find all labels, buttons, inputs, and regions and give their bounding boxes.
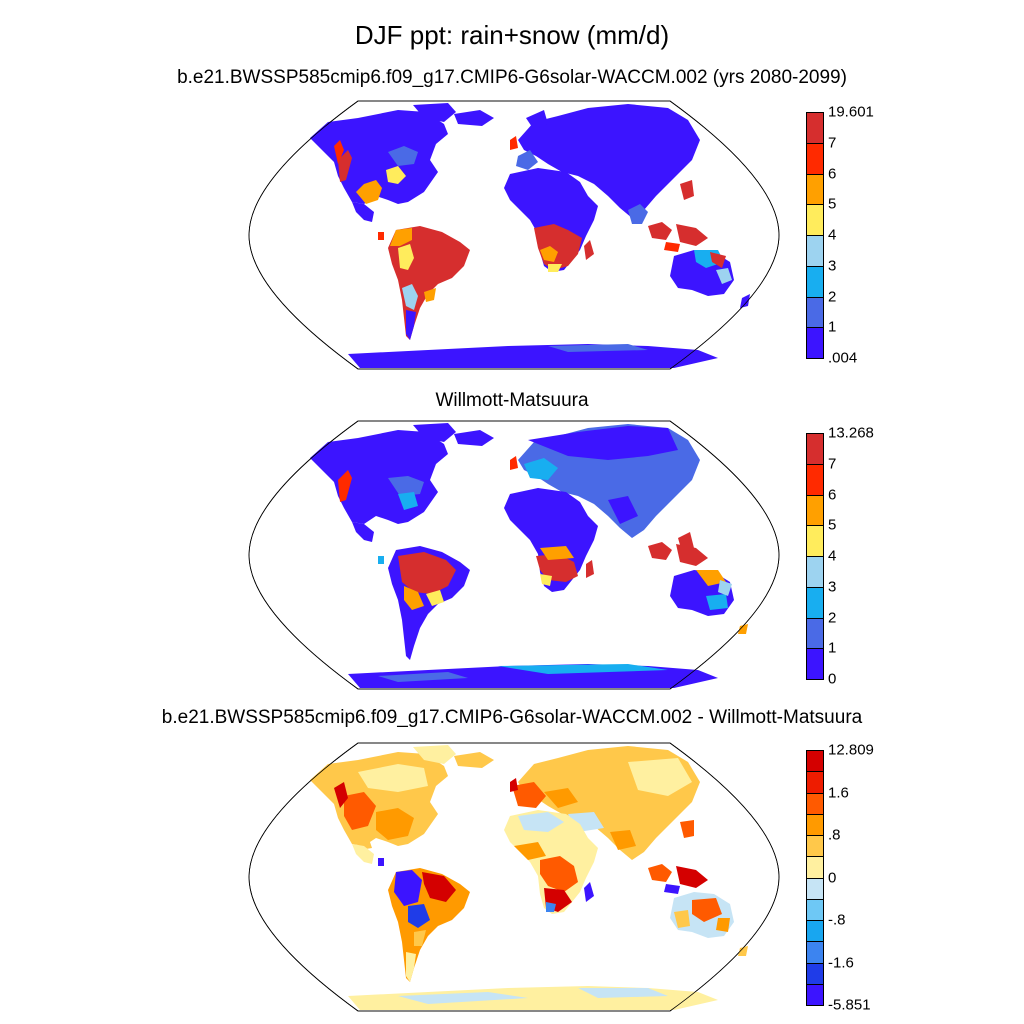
colorbar-swatch bbox=[806, 771, 824, 794]
colorbar-label: 1 bbox=[828, 318, 837, 336]
colorbar-label: 13.268 bbox=[828, 424, 874, 442]
colorbar-swatch bbox=[806, 648, 824, 680]
colorbar-swatch bbox=[806, 142, 824, 175]
land-maritime-asia-australia bbox=[648, 222, 750, 308]
colorbar-swatch bbox=[806, 877, 824, 900]
colorbar-label: -1.6 bbox=[828, 954, 854, 971]
colorbar-label: 1.6 bbox=[828, 784, 849, 801]
colorbar-swatch bbox=[806, 920, 824, 943]
colorbar-label: 19.601 bbox=[828, 103, 874, 121]
panel-1-subtitle: b.e21.BWSSP585cmip6.f09_g17.CMIP6-G6sola… bbox=[177, 67, 847, 88]
colorbar-swatch bbox=[806, 856, 824, 879]
land-africa bbox=[504, 810, 598, 914]
colorbar-swatch bbox=[806, 296, 824, 329]
panel-1-map bbox=[248, 100, 780, 370]
panel-2-subtitle: Willmott-Matsuura bbox=[435, 390, 589, 411]
land-maritime-asia-australia bbox=[648, 864, 748, 956]
land-antarctica bbox=[348, 664, 718, 688]
colorbar-swatch bbox=[806, 898, 824, 921]
colorbar-swatch bbox=[806, 962, 824, 985]
colorbar-label: 3 bbox=[828, 578, 837, 596]
colorbar-label: 5 bbox=[828, 516, 837, 534]
colorbar-swatch bbox=[806, 617, 824, 650]
colorbar-label: 6 bbox=[828, 165, 837, 182]
colorbar-label: 5 bbox=[828, 195, 837, 213]
land-south-america bbox=[388, 226, 470, 340]
colorbar-label: 7 bbox=[828, 134, 837, 152]
colorbar-label: .004 bbox=[828, 349, 858, 367]
land-antarctica bbox=[348, 986, 718, 1010]
colorbar-swatch bbox=[806, 433, 824, 465]
colorbar-swatch bbox=[806, 235, 824, 267]
land-south-america bbox=[388, 868, 470, 982]
colorbar-swatch bbox=[806, 941, 824, 964]
colorbar-swatch bbox=[806, 463, 824, 496]
panel-3-colorbar: 12.809 1.6 .8 0 -.8 -1.6 -5.851 bbox=[806, 743, 874, 1013]
figure-title: DJF ppt: rain+snow (mm/d) bbox=[354, 20, 670, 50]
land-north-america bbox=[310, 423, 494, 564]
colorbar-label: 6 bbox=[828, 486, 837, 503]
land-europe-asia bbox=[510, 746, 700, 860]
colorbar-label: 4 bbox=[828, 226, 837, 244]
land-europe-asia bbox=[510, 104, 700, 224]
land-africa bbox=[504, 488, 598, 592]
colorbar-swatch bbox=[806, 750, 824, 773]
colorbar-swatch bbox=[806, 792, 824, 815]
land-north-america bbox=[310, 745, 494, 866]
panel-3-subtitle: b.e21.BWSSP585cmip6.f09_g17.CMIP6-G6sola… bbox=[161, 707, 863, 728]
colorbar-label: 2 bbox=[828, 288, 837, 305]
colorbar-swatch bbox=[806, 586, 824, 619]
colorbar-swatch bbox=[806, 204, 824, 236]
colorbar-swatch bbox=[806, 983, 824, 1006]
colorbar-label: -5.851 bbox=[828, 996, 871, 1014]
land-north-america bbox=[310, 103, 494, 240]
colorbar-swatch bbox=[806, 494, 824, 527]
colorbar-label: 2 bbox=[828, 609, 837, 626]
colorbar-swatch bbox=[806, 525, 824, 557]
colorbar-swatch bbox=[806, 556, 824, 588]
colorbar-swatch bbox=[806, 327, 824, 359]
colorbar-label: -.8 bbox=[828, 911, 846, 929]
panel-2-colorbar: 13.268 7 6 5 4 3 2 1 0 bbox=[806, 426, 874, 687]
colorbar-label: 12.809 bbox=[828, 741, 874, 759]
land-antarctica bbox=[348, 344, 718, 368]
colorbar-swatch bbox=[806, 835, 824, 858]
panel-3-map bbox=[248, 742, 780, 1012]
colorbar-swatch bbox=[806, 112, 824, 144]
colorbar-swatch bbox=[806, 813, 824, 836]
colorbar-label: 0 bbox=[828, 869, 837, 886]
panel-1-colorbar: 19.601 7 6 5 4 3 2 1 .004 bbox=[806, 105, 874, 366]
land-africa bbox=[504, 168, 598, 272]
land-maritime-asia-australia bbox=[648, 542, 748, 634]
colorbar-label: 0 bbox=[828, 670, 837, 688]
land-south-america bbox=[388, 546, 470, 660]
colorbar-swatch bbox=[806, 173, 824, 206]
colorbar-label: 7 bbox=[828, 455, 837, 473]
colorbar-label: 4 bbox=[828, 547, 837, 565]
colorbar-swatch bbox=[806, 265, 824, 298]
colorbar-label: 3 bbox=[828, 257, 837, 275]
colorbar-label: 1 bbox=[828, 639, 837, 657]
colorbar-label: .8 bbox=[828, 826, 841, 844]
panel-2-map bbox=[248, 420, 780, 690]
